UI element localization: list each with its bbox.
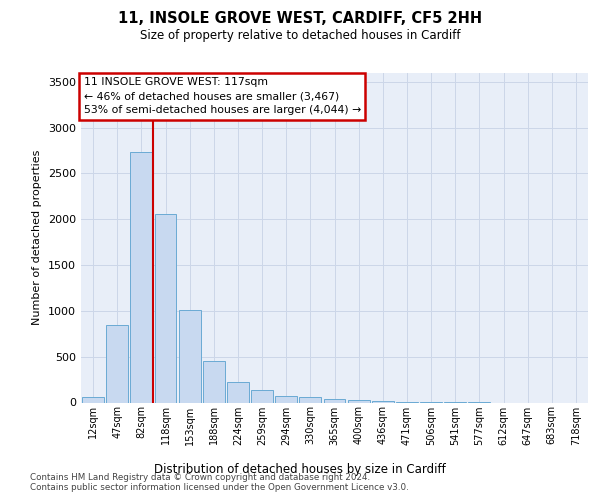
- Bar: [299, 398, 321, 402]
- Bar: [82, 397, 104, 402]
- Text: 11 INSOLE GROVE WEST: 117sqm
← 46% of detached houses are smaller (3,467)
53% of: 11 INSOLE GROVE WEST: 117sqm ← 46% of de…: [83, 78, 361, 116]
- Bar: [227, 382, 249, 402]
- Bar: [251, 390, 273, 402]
- Text: Contains HM Land Registry data © Crown copyright and database right 2024.: Contains HM Land Registry data © Crown c…: [30, 472, 370, 482]
- Bar: [372, 401, 394, 402]
- Bar: [106, 324, 128, 402]
- Text: 11, INSOLE GROVE WEST, CARDIFF, CF5 2HH: 11, INSOLE GROVE WEST, CARDIFF, CF5 2HH: [118, 11, 482, 26]
- Bar: [203, 361, 224, 403]
- Bar: [155, 214, 176, 402]
- Text: Size of property relative to detached houses in Cardiff: Size of property relative to detached ho…: [140, 29, 460, 42]
- Bar: [348, 400, 370, 402]
- Text: Distribution of detached houses by size in Cardiff: Distribution of detached houses by size …: [154, 462, 446, 475]
- Bar: [275, 396, 297, 402]
- Bar: [130, 152, 152, 403]
- Text: Contains public sector information licensed under the Open Government Licence v3: Contains public sector information licen…: [30, 484, 409, 492]
- Y-axis label: Number of detached properties: Number of detached properties: [32, 150, 43, 325]
- Bar: [179, 310, 200, 402]
- Bar: [323, 399, 346, 402]
